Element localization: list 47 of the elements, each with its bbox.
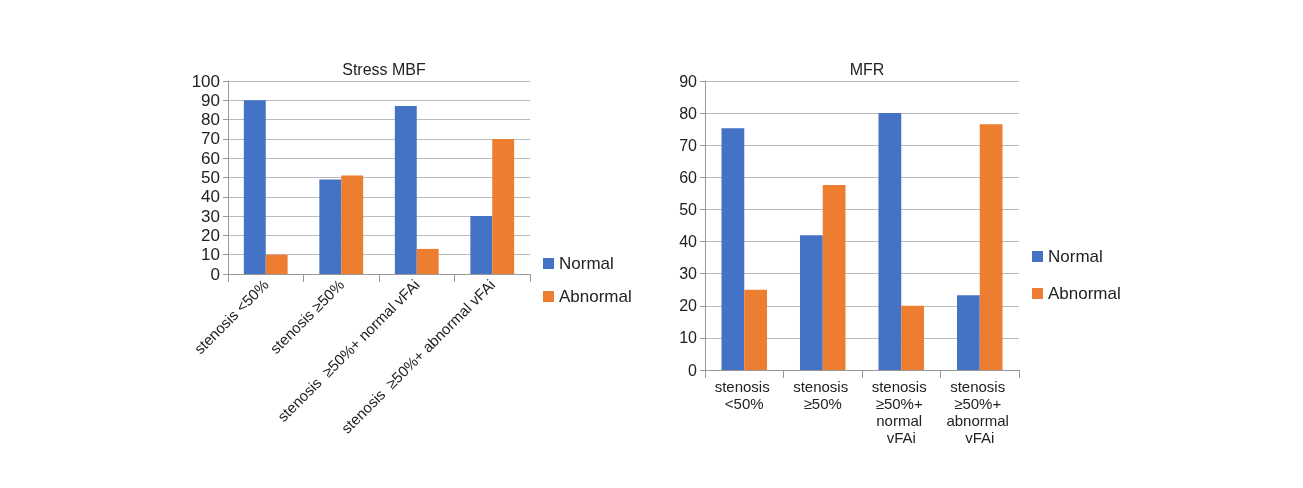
y-tick-label: 40 <box>201 187 220 207</box>
chart-title: Stress MBF <box>342 60 427 78</box>
bar <box>492 138 515 274</box>
bar <box>799 235 823 370</box>
y-tick-label: 40 <box>679 233 698 251</box>
y-tick-label: 30 <box>679 265 698 283</box>
y-tick-label: 70 <box>201 129 220 149</box>
y-tick-label: 100 <box>191 71 220 91</box>
bar <box>878 113 902 370</box>
bar <box>979 124 1003 370</box>
y-tick-label: 90 <box>679 72 698 90</box>
bar <box>394 106 417 274</box>
x-tick-label: stenosis ≥50%+ normal vFAi <box>871 378 931 446</box>
y-tick-label: 20 <box>201 225 220 245</box>
y-tick-label: 0 <box>688 361 698 379</box>
legend-label: Normal <box>559 254 614 273</box>
legend-label: Normal <box>1048 247 1103 266</box>
y-tick-label: 60 <box>201 148 220 168</box>
y-tick-label: 20 <box>679 297 698 315</box>
x-tick-label: stenosis ≥50%+ abnormal vFAi <box>946 378 1014 446</box>
y-tick-label: 80 <box>201 110 220 130</box>
bar <box>744 289 768 370</box>
y-tick-label: 80 <box>679 104 698 122</box>
bar <box>416 248 439 274</box>
chart-title: MFR <box>849 60 885 78</box>
y-tick-label: 70 <box>679 136 698 154</box>
bar <box>901 305 925 370</box>
bar <box>319 179 342 274</box>
bar <box>470 216 493 274</box>
y-tick-label: 50 <box>679 200 698 218</box>
bar <box>956 295 980 370</box>
y-tick-label: 90 <box>201 90 220 110</box>
bar <box>341 175 364 274</box>
legend-label: Abnormal <box>1048 284 1121 303</box>
y-tick-label: 10 <box>679 329 698 347</box>
x-tick-label: stenosis ≥50% <box>793 378 853 412</box>
y-tick-label: 30 <box>201 206 220 226</box>
y-tick-label: 60 <box>679 168 698 186</box>
bar <box>721 128 745 370</box>
x-tick-label: stenosis <50% <box>714 378 774 412</box>
y-tick-label: 50 <box>201 168 220 187</box>
bar <box>822 185 846 370</box>
legend-label: Abnormal <box>559 287 632 306</box>
bar <box>243 100 266 274</box>
y-tick-label: 0 <box>210 264 220 284</box>
bar <box>265 254 288 274</box>
y-tick-label: 10 <box>201 245 220 265</box>
